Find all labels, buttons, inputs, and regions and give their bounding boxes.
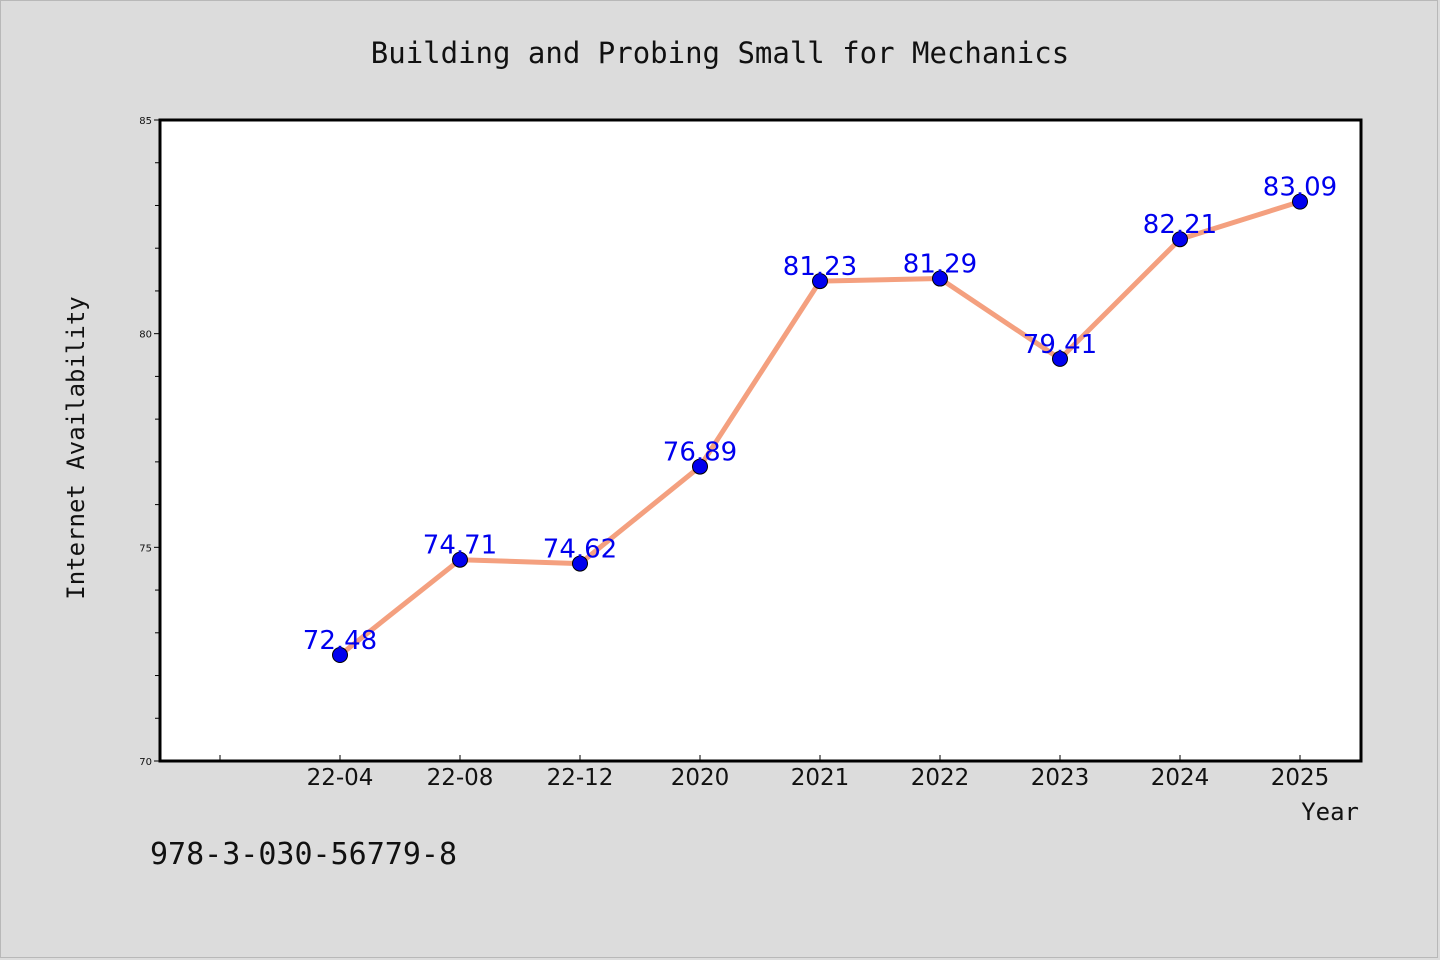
- data-point: [1052, 350, 1068, 367]
- x-axis-label: Year: [1301, 798, 1359, 826]
- data-label: 74.62: [543, 535, 617, 565]
- y-axis-label: Internet Availability: [62, 296, 90, 599]
- x-tick-label: 22-08: [427, 765, 494, 791]
- data-label: 81.29: [903, 250, 977, 280]
- x-tick-label: 2020: [671, 765, 730, 791]
- data-points: [332, 193, 1308, 664]
- x-tick-label: 2024: [1151, 765, 1210, 791]
- data-label: 76.89: [663, 438, 737, 468]
- y-tick-label: 85: [139, 116, 152, 127]
- chart-title: Building and Probing Small for Mechanics: [371, 36, 1069, 70]
- data-point: [1292, 193, 1308, 210]
- x-tick-label: 22-12: [547, 765, 614, 791]
- data-point: [932, 270, 948, 287]
- data-label: 81.23: [783, 252, 857, 282]
- data-label: 82.21: [1143, 210, 1217, 240]
- plot-area: [160, 120, 1361, 761]
- x-tick-label: 2023: [1031, 765, 1090, 791]
- data-point: [332, 647, 348, 664]
- isbn-footer: 978-3-030-56779-8: [150, 837, 457, 872]
- x-tick-label: 22-04: [307, 765, 374, 791]
- data-point: [812, 273, 828, 290]
- y-axis: 70 75 80 85: [139, 116, 160, 768]
- y-tick-label: 70: [139, 757, 152, 768]
- x-axis: 22-04 22-08 22-12 2020 2021 2022 2023 2024 2025: [219, 755, 1330, 791]
- x-tick-label: 2025: [1271, 765, 1330, 791]
- data-point: [1172, 231, 1188, 248]
- x-tick-label: 2022: [911, 765, 970, 791]
- data-point: [452, 551, 468, 568]
- x-tick-label: 2021: [791, 765, 850, 791]
- data-labels: 72.48 74.71 74.62 76.89 81.23 81.29 79.41 82.21…: [303, 173, 1337, 656]
- data-label: 79.41: [1023, 330, 1097, 360]
- plot-border: [158, 118, 1363, 763]
- data-point: [572, 555, 588, 572]
- data-label: 72.48: [303, 626, 377, 656]
- data-label: 74.71: [423, 531, 497, 561]
- data-label: 83.09: [1263, 173, 1337, 203]
- data-point: [692, 458, 708, 475]
- y-tick-label: 80: [139, 330, 152, 341]
- y-tick-label: 75: [139, 543, 152, 554]
